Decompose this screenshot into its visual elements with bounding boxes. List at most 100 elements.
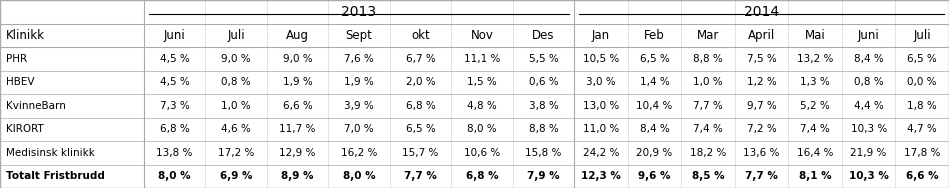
Text: 7,7 %: 7,7 % xyxy=(745,171,778,181)
Text: 8,8 %: 8,8 % xyxy=(693,54,723,64)
Text: Totalt Fristbrudd: Totalt Fristbrudd xyxy=(6,171,104,181)
Text: 6,5 %: 6,5 % xyxy=(907,54,937,64)
Text: 18,2 %: 18,2 % xyxy=(690,148,726,158)
Text: 4,7 %: 4,7 % xyxy=(907,124,937,134)
Text: Feb: Feb xyxy=(644,29,665,42)
Text: 8,4 %: 8,4 % xyxy=(854,54,884,64)
Text: 5,2 %: 5,2 % xyxy=(800,101,830,111)
Text: 7,4 %: 7,4 % xyxy=(693,124,723,134)
Text: Mar: Mar xyxy=(697,29,719,42)
Text: 21,9 %: 21,9 % xyxy=(850,148,887,158)
Text: HBEV: HBEV xyxy=(6,77,34,87)
Text: 13,2 %: 13,2 % xyxy=(797,54,833,64)
Text: 7,9 %: 7,9 % xyxy=(527,171,560,181)
Text: 13,0 %: 13,0 % xyxy=(583,101,619,111)
Text: 8,0 %: 8,0 % xyxy=(343,171,375,181)
Text: 7,6 %: 7,6 % xyxy=(344,54,374,64)
Text: 4,8 %: 4,8 % xyxy=(467,101,497,111)
Text: 4,6 %: 4,6 % xyxy=(221,124,251,134)
Text: 13,6 %: 13,6 % xyxy=(743,148,780,158)
Text: 6,7 %: 6,7 % xyxy=(405,54,436,64)
Text: 12,9 %: 12,9 % xyxy=(279,148,316,158)
Text: 1,8 %: 1,8 % xyxy=(907,101,937,111)
Text: 8,4 %: 8,4 % xyxy=(640,124,669,134)
Text: okt: okt xyxy=(411,29,430,42)
Text: 1,2 %: 1,2 % xyxy=(747,77,776,87)
Text: 4,4 %: 4,4 % xyxy=(854,101,884,111)
Text: 12,3 %: 12,3 % xyxy=(581,171,621,181)
Text: 11,0 %: 11,0 % xyxy=(583,124,619,134)
Text: 2,0 %: 2,0 % xyxy=(405,77,436,87)
Text: 8,5 %: 8,5 % xyxy=(692,171,724,181)
Text: Mai: Mai xyxy=(805,29,826,42)
Text: 10,3 %: 10,3 % xyxy=(848,171,888,181)
Text: 0,0 %: 0,0 % xyxy=(907,77,937,87)
Text: 6,8 %: 6,8 % xyxy=(466,171,498,181)
Text: 2013: 2013 xyxy=(342,5,377,19)
Text: 9,0 %: 9,0 % xyxy=(283,54,312,64)
Text: 5,5 %: 5,5 % xyxy=(529,54,558,64)
Text: 7,5 %: 7,5 % xyxy=(747,54,776,64)
Text: 20,9 %: 20,9 % xyxy=(637,148,673,158)
Text: KvinneBarn: KvinneBarn xyxy=(6,101,65,111)
Text: 3,8 %: 3,8 % xyxy=(529,101,558,111)
Text: 7,2 %: 7,2 % xyxy=(747,124,776,134)
Text: Sept: Sept xyxy=(345,29,372,42)
Text: 10,6 %: 10,6 % xyxy=(464,148,500,158)
Text: 8,0 %: 8,0 % xyxy=(467,124,496,134)
Text: Jan: Jan xyxy=(592,29,610,42)
Text: 6,5 %: 6,5 % xyxy=(640,54,669,64)
Text: 11,1 %: 11,1 % xyxy=(464,54,500,64)
Text: 3,9 %: 3,9 % xyxy=(344,101,374,111)
Text: Juni: Juni xyxy=(858,29,880,42)
Text: 17,2 %: 17,2 % xyxy=(218,148,254,158)
Text: 16,2 %: 16,2 % xyxy=(341,148,377,158)
Text: Klinikk: Klinikk xyxy=(6,29,45,42)
Text: Des: Des xyxy=(532,29,554,42)
Text: 15,8 %: 15,8 % xyxy=(525,148,562,158)
Text: 9,0 %: 9,0 % xyxy=(221,54,251,64)
Text: 1,4 %: 1,4 % xyxy=(640,77,669,87)
Text: 0,8 %: 0,8 % xyxy=(854,77,884,87)
Text: 1,3 %: 1,3 % xyxy=(800,77,830,87)
Text: 9,7 %: 9,7 % xyxy=(747,101,776,111)
Text: 2014: 2014 xyxy=(744,5,779,19)
Text: 11,7 %: 11,7 % xyxy=(279,124,316,134)
Text: 15,7 %: 15,7 % xyxy=(402,148,438,158)
Text: 16,4 %: 16,4 % xyxy=(797,148,833,158)
Text: 7,7 %: 7,7 % xyxy=(693,101,723,111)
Text: 13,8 %: 13,8 % xyxy=(157,148,193,158)
Text: 10,3 %: 10,3 % xyxy=(850,124,886,134)
Text: 1,0 %: 1,0 % xyxy=(221,101,251,111)
Text: 6,5 %: 6,5 % xyxy=(405,124,436,134)
Text: Juli: Juli xyxy=(227,29,245,42)
Text: 3,0 %: 3,0 % xyxy=(586,77,616,87)
Text: 17,8 %: 17,8 % xyxy=(904,148,940,158)
Text: 8,1 %: 8,1 % xyxy=(799,171,831,181)
Text: 0,8 %: 0,8 % xyxy=(221,77,251,87)
Text: 9,6 %: 9,6 % xyxy=(639,171,671,181)
Text: PHR: PHR xyxy=(6,54,27,64)
Text: Juli: Juli xyxy=(914,29,931,42)
Text: 6,8 %: 6,8 % xyxy=(405,101,436,111)
Text: 8,0 %: 8,0 % xyxy=(158,171,191,181)
Text: Aug: Aug xyxy=(286,29,309,42)
Text: 7,4 %: 7,4 % xyxy=(800,124,830,134)
Text: 7,0 %: 7,0 % xyxy=(344,124,374,134)
Text: 1,5 %: 1,5 % xyxy=(467,77,497,87)
Text: 4,5 %: 4,5 % xyxy=(159,77,190,87)
Text: Juni: Juni xyxy=(163,29,185,42)
Text: 1,9 %: 1,9 % xyxy=(344,77,374,87)
Text: 6,6 %: 6,6 % xyxy=(906,171,939,181)
Text: 4,5 %: 4,5 % xyxy=(159,54,190,64)
Text: 10,5 %: 10,5 % xyxy=(583,54,619,64)
Text: 24,2 %: 24,2 % xyxy=(583,148,619,158)
Text: 6,6 %: 6,6 % xyxy=(283,101,312,111)
Text: 8,9 %: 8,9 % xyxy=(281,171,314,181)
Text: 6,9 %: 6,9 % xyxy=(220,171,252,181)
Text: KIRORT: KIRORT xyxy=(6,124,44,134)
Text: April: April xyxy=(748,29,775,42)
Text: 7,3 %: 7,3 % xyxy=(159,101,190,111)
Text: 8,8 %: 8,8 % xyxy=(529,124,558,134)
Text: 6,8 %: 6,8 % xyxy=(159,124,190,134)
